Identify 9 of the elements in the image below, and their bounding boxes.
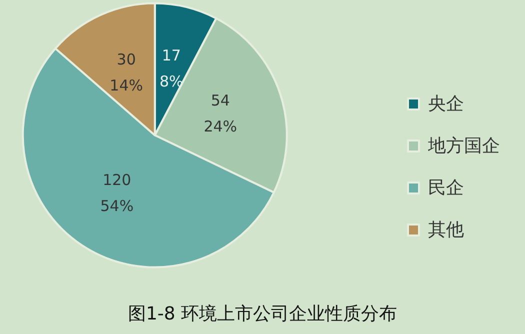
legend-label: 其他 <box>428 220 464 240</box>
data-label: 54 24% <box>204 92 238 136</box>
data-label: 120 54% <box>100 170 134 215</box>
legend-label: 民企 <box>428 178 464 198</box>
text: 图1-8 环境上市公司企业性质分布 <box>128 304 398 324</box>
legend-label: 央企 <box>428 94 464 114</box>
data-label: 17 8% <box>159 46 184 90</box>
data-label: 30 14% <box>110 50 144 94</box>
legend-label: 地方国企 <box>427 136 500 156</box>
